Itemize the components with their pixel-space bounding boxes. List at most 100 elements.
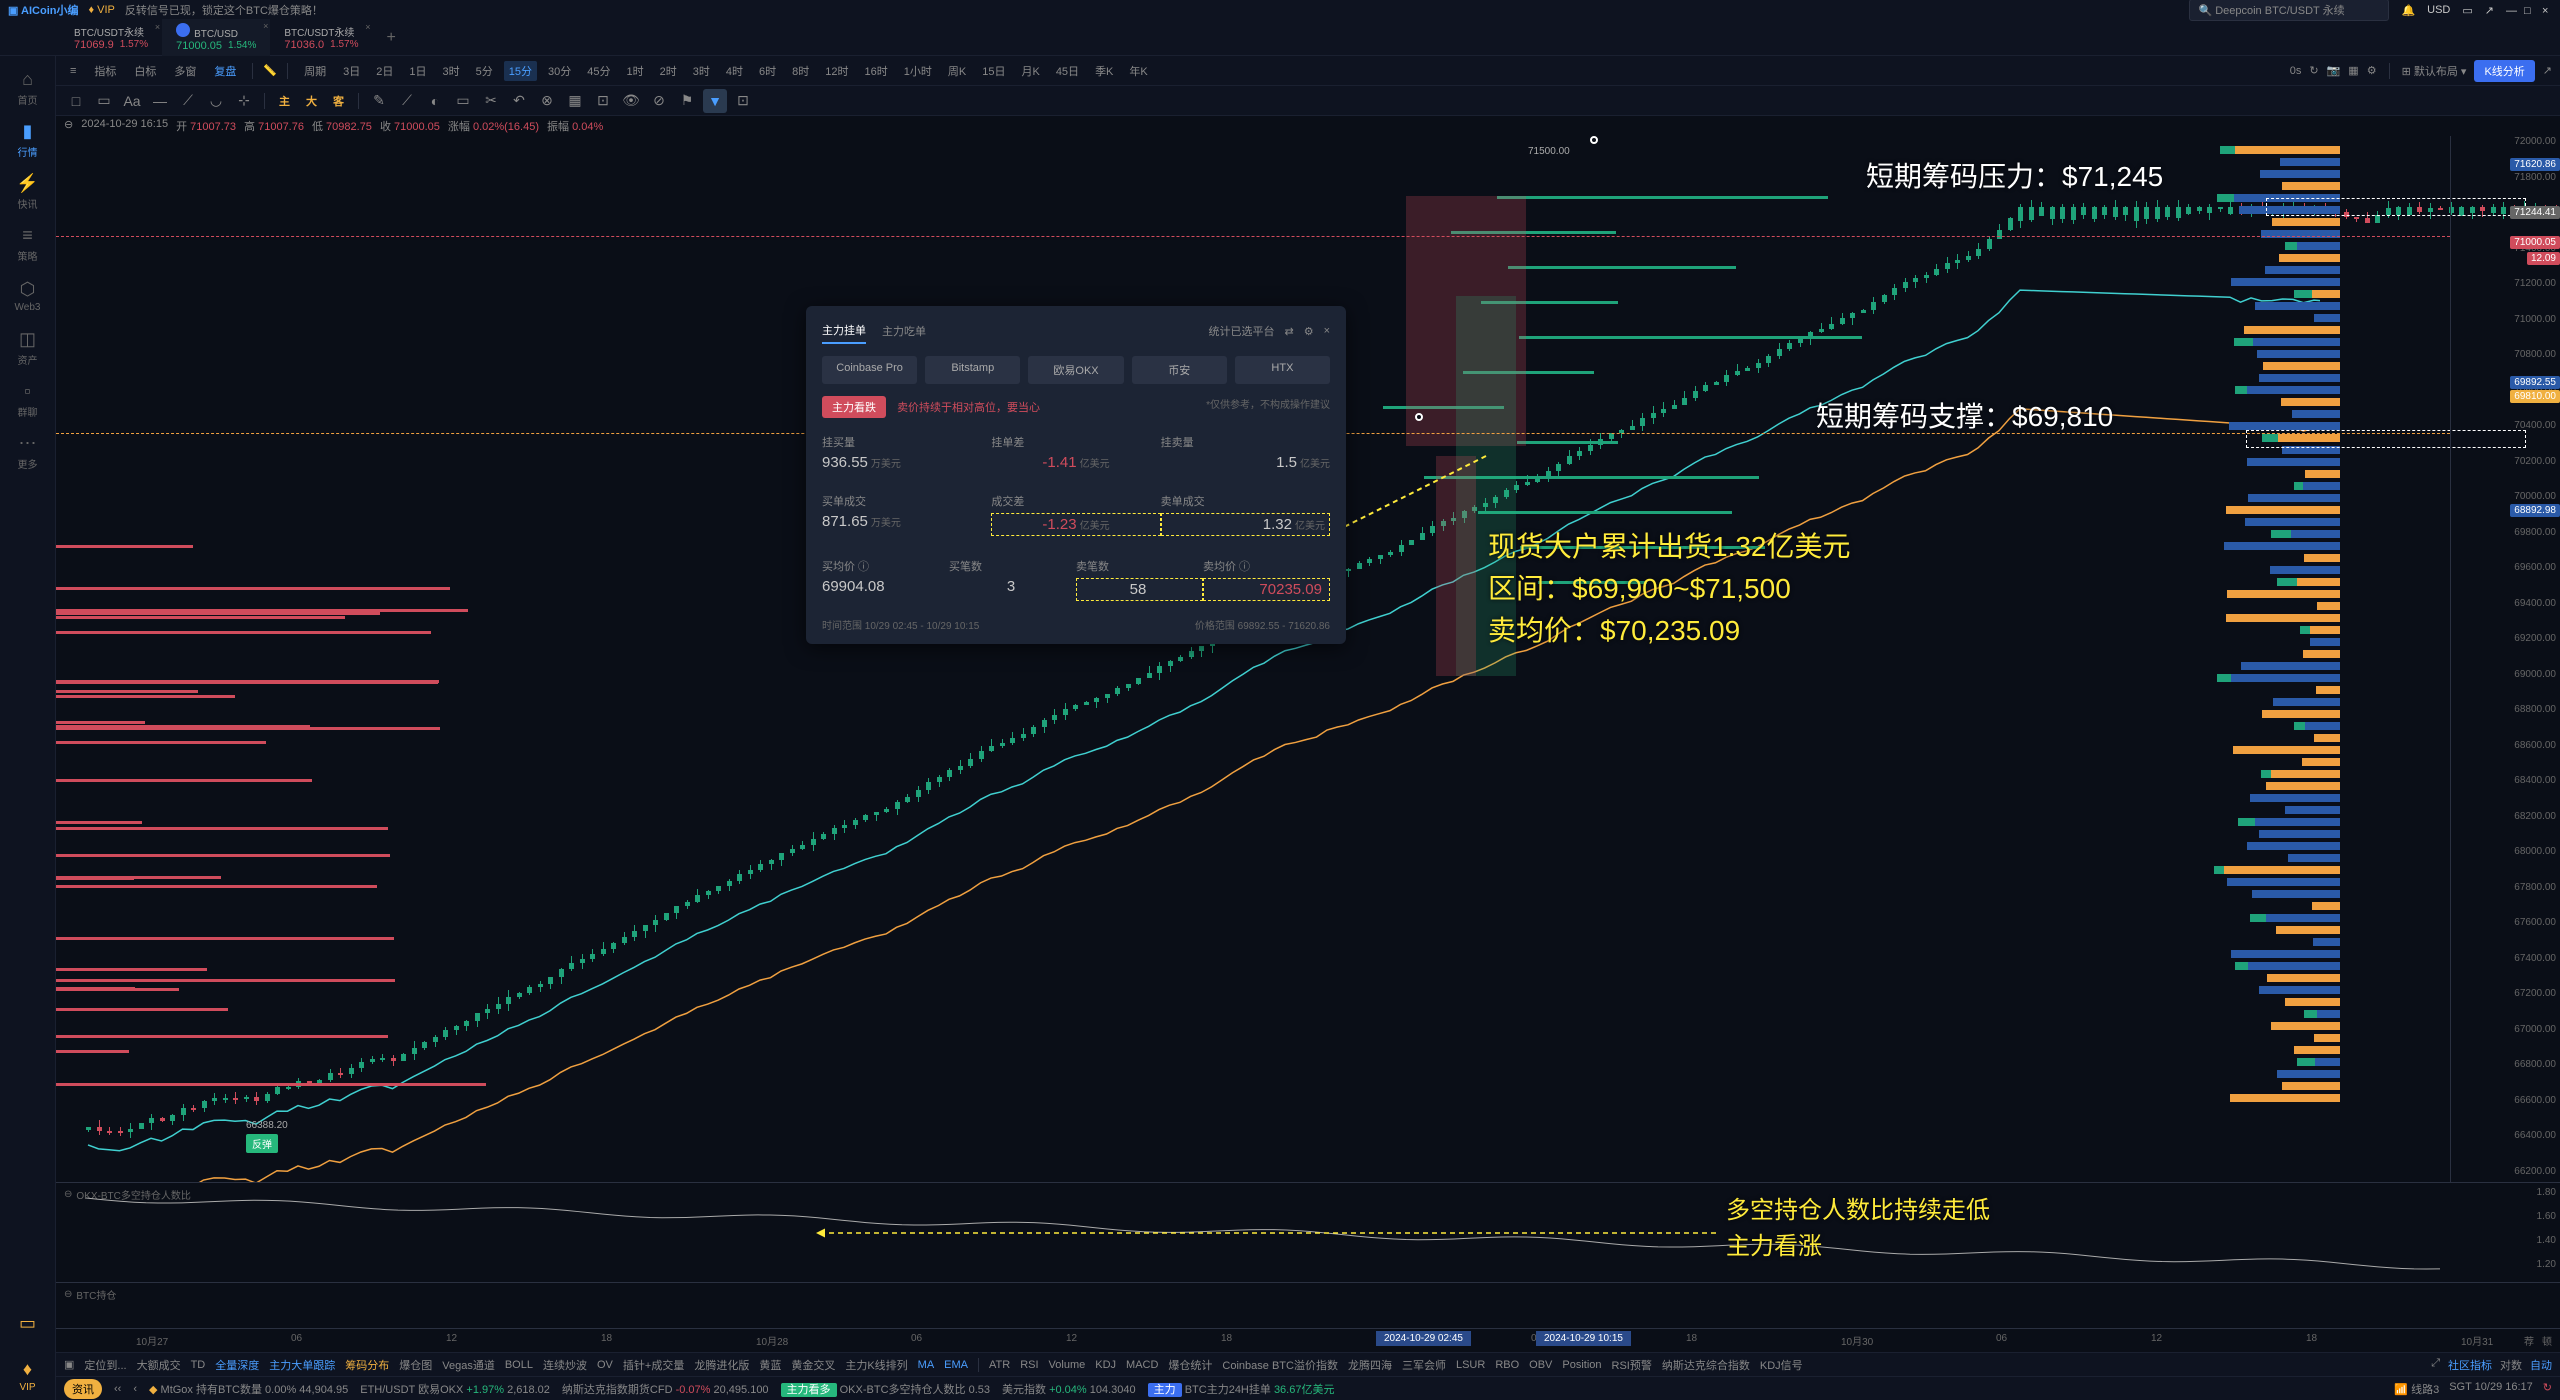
indicator-tab[interactable]: Vegas通道 — [442, 1357, 495, 1373]
collapse-icon[interactable]: ⊖ — [64, 1189, 72, 1200]
timeframe-btn[interactable]: 2日 — [371, 61, 398, 81]
indicator-tab[interactable]: KDJ — [1095, 1359, 1116, 1371]
draw-tool[interactable]: ⊗ — [535, 89, 559, 113]
indicator-tab[interactable]: Position — [1562, 1359, 1601, 1371]
expand-icon[interactable]: ⤢ — [2431, 1357, 2440, 1373]
nav-icon[interactable]: ‹ — [133, 1383, 137, 1395]
indicator-tab[interactable]: 大额成交 — [137, 1357, 181, 1373]
time-btn[interactable]: 荐 — [2524, 1333, 2534, 1348]
bounce-badge[interactable]: 反弹 — [246, 1134, 278, 1153]
indicator-tab[interactable]: 全量深度 — [215, 1357, 259, 1373]
tb-btn[interactable]: 指标 — [88, 61, 122, 81]
refresh-icon[interactable]: ↻ — [2309, 64, 2318, 77]
draw-tool[interactable]: ⊘ — [647, 89, 671, 113]
timeframe-btn[interactable]: 年K — [1124, 61, 1152, 81]
tb-btn[interactable]: 复盘 — [208, 61, 242, 81]
status-item[interactable]: 主力 BTC主力24H挂单 36.67亿美元 — [1148, 1381, 1335, 1397]
timeframe-btn[interactable]: 3日 — [338, 61, 365, 81]
community-btn[interactable]: 社区指标 — [2448, 1357, 2492, 1373]
tab-close-icon[interactable]: × — [155, 22, 160, 32]
layers-icon[interactable]: ▭ — [2462, 4, 2472, 17]
indicator-tab[interactable]: LSUR — [1456, 1359, 1485, 1371]
gear-icon[interactable]: ⚙ — [1304, 325, 1314, 338]
draw-tool[interactable]: ▼ — [703, 89, 727, 113]
timeframe-btn[interactable]: 30分 — [543, 61, 576, 81]
period-label[interactable]: 周期 — [298, 61, 332, 81]
locate-icon[interactable]: ▣ — [64, 1358, 74, 1371]
sidebar-item[interactable]: ◫资产 — [4, 324, 52, 372]
minimize-icon[interactable]: — — [2506, 5, 2516, 15]
indicator-tab[interactable]: 黄蓝 — [759, 1357, 781, 1373]
indicator-tab[interactable]: MA — [918, 1359, 935, 1371]
draw-tool[interactable]: ▭ — [92, 89, 116, 113]
sidebar-bottom-item[interactable]: ▭ — [4, 1300, 52, 1348]
vip-badge[interactable]: ♦ VIP — [89, 4, 115, 16]
timeframe-btn[interactable]: 4时 — [721, 61, 748, 81]
zhu-btn[interactable]: 客 — [327, 93, 350, 109]
draw-tool[interactable]: ⟋ — [395, 89, 419, 113]
draw-tool[interactable]: ⚑ — [675, 89, 699, 113]
draw-tool[interactable]: ▭ — [451, 89, 475, 113]
draw-tool[interactable]: ⊡ — [731, 89, 755, 113]
indicator-tab[interactable]: 龙腾四海 — [1348, 1357, 1392, 1373]
exchange-btn[interactable]: 欧易OKX — [1028, 356, 1123, 384]
draw-tool[interactable]: ↶ — [507, 89, 531, 113]
sidebar-item[interactable]: ⬡Web3 — [4, 272, 52, 320]
indicator-tab[interactable]: 主力K线排列 — [845, 1357, 907, 1373]
indicator-tab[interactable]: 黄金交叉 — [791, 1357, 835, 1373]
timeframe-btn[interactable]: 1时 — [622, 61, 649, 81]
draw-tool[interactable]: Aa — [120, 89, 144, 113]
timeframe-btn[interactable]: 15分 — [504, 61, 537, 81]
indicator-tab[interactable]: 定位到... — [84, 1357, 126, 1373]
status-item[interactable]: 纳斯达克指数期货CFD -0.07% 20,495.100 — [562, 1381, 769, 1397]
add-tab[interactable]: + — [373, 21, 410, 55]
chart-area[interactable]: 短期筹码压力：$71,245 短期筹码支撑：$69,810 现货大户累计出货1.… — [56, 136, 2560, 1182]
sidebar-bottom-item[interactable]: ♦VIP — [4, 1352, 52, 1400]
promo-text[interactable]: 反转信号已现，锁定这个BTC爆仓策略！ — [125, 2, 323, 18]
search-input[interactable]: 🔍 Deepcoin BTC/USDT 永续 — [2189, 0, 2389, 21]
panel-tab-fills[interactable]: 主力吃单 — [882, 319, 926, 343]
indicator-tab[interactable]: 龙腾进化版 — [694, 1357, 749, 1373]
tb-btn[interactable]: 白标 — [128, 61, 162, 81]
indicator-tab[interactable]: BOLL — [505, 1359, 533, 1371]
indicator-tab[interactable]: EMA — [944, 1359, 968, 1371]
market-tab[interactable]: × BTC/USDT永续 71069.91.57% — [60, 20, 162, 55]
status-item[interactable]: 主力看多 OKX-BTC多空持仓人数比 0.53 — [781, 1381, 990, 1397]
status-item[interactable]: 美元指数 +0.04% 104.3040 — [1002, 1381, 1136, 1397]
draw-tool[interactable]: — — [148, 89, 172, 113]
draw-tool[interactable]: ⊡ — [591, 89, 615, 113]
indicator-tab[interactable]: 筹码分布 — [345, 1357, 389, 1373]
indicator-tab[interactable]: OBV — [1529, 1359, 1552, 1371]
sidebar-item[interactable]: ⚡快讯 — [4, 168, 52, 216]
panel-tab-orders[interactable]: 主力挂单 — [822, 318, 866, 344]
collapse-icon[interactable]: ⊖ — [64, 1289, 72, 1300]
indicator-tab[interactable]: RBO — [1495, 1359, 1519, 1371]
exchange-btn[interactable]: Coinbase Pro — [822, 356, 917, 384]
draw-tool[interactable]: ⊹ — [232, 89, 256, 113]
bell-icon[interactable]: 🔔 — [2401, 4, 2415, 17]
indicator-tab[interactable]: MACD — [1126, 1359, 1158, 1371]
layout-label[interactable]: ⊞ 默认布局 ▾ — [2402, 63, 2467, 79]
indicator-tab[interactable]: Volume — [1049, 1359, 1086, 1371]
indicator-tab[interactable]: 主力大单跟踪 — [269, 1357, 335, 1373]
kline-analysis-btn[interactable]: K线分析 — [2474, 60, 2534, 82]
indicator-tab[interactable]: TD — [191, 1359, 206, 1371]
draw-tool[interactable]: 👁 — [619, 89, 643, 113]
draw-tool[interactable]: □ — [64, 89, 88, 113]
draw-tool[interactable]: ◐ — [423, 89, 447, 113]
timeframe-btn[interactable]: 15日 — [977, 61, 1010, 81]
timeframe-btn[interactable]: 45分 — [582, 61, 615, 81]
popout-icon[interactable]: ↗ — [2485, 4, 2494, 17]
sub-chart-ratio[interactable]: ⊖OKX-BTC多空持仓人数比 多空持仓人数比持续走低 主力看涨 1.80 1.… — [56, 1182, 2560, 1282]
exchange-btn[interactable]: 币安 — [1132, 356, 1227, 384]
sidebar-item[interactable]: ▫群聊 — [4, 376, 52, 424]
timeframe-btn[interactable]: 12时 — [820, 61, 853, 81]
indicator-tab[interactable]: 爆仓统计 — [1168, 1357, 1212, 1373]
news-badge[interactable]: 资讯 — [64, 1379, 102, 1399]
panel-close-icon[interactable]: × — [1324, 325, 1330, 337]
chevron-down-icon[interactable]: ⊖ — [64, 118, 73, 134]
zhu-btn[interactable]: 主 — [273, 93, 296, 109]
exchange-btn[interactable]: Bitstamp — [925, 356, 1020, 384]
sidebar-item[interactable]: ⋯更多 — [4, 428, 52, 476]
timeframe-btn[interactable]: 1日 — [404, 61, 431, 81]
